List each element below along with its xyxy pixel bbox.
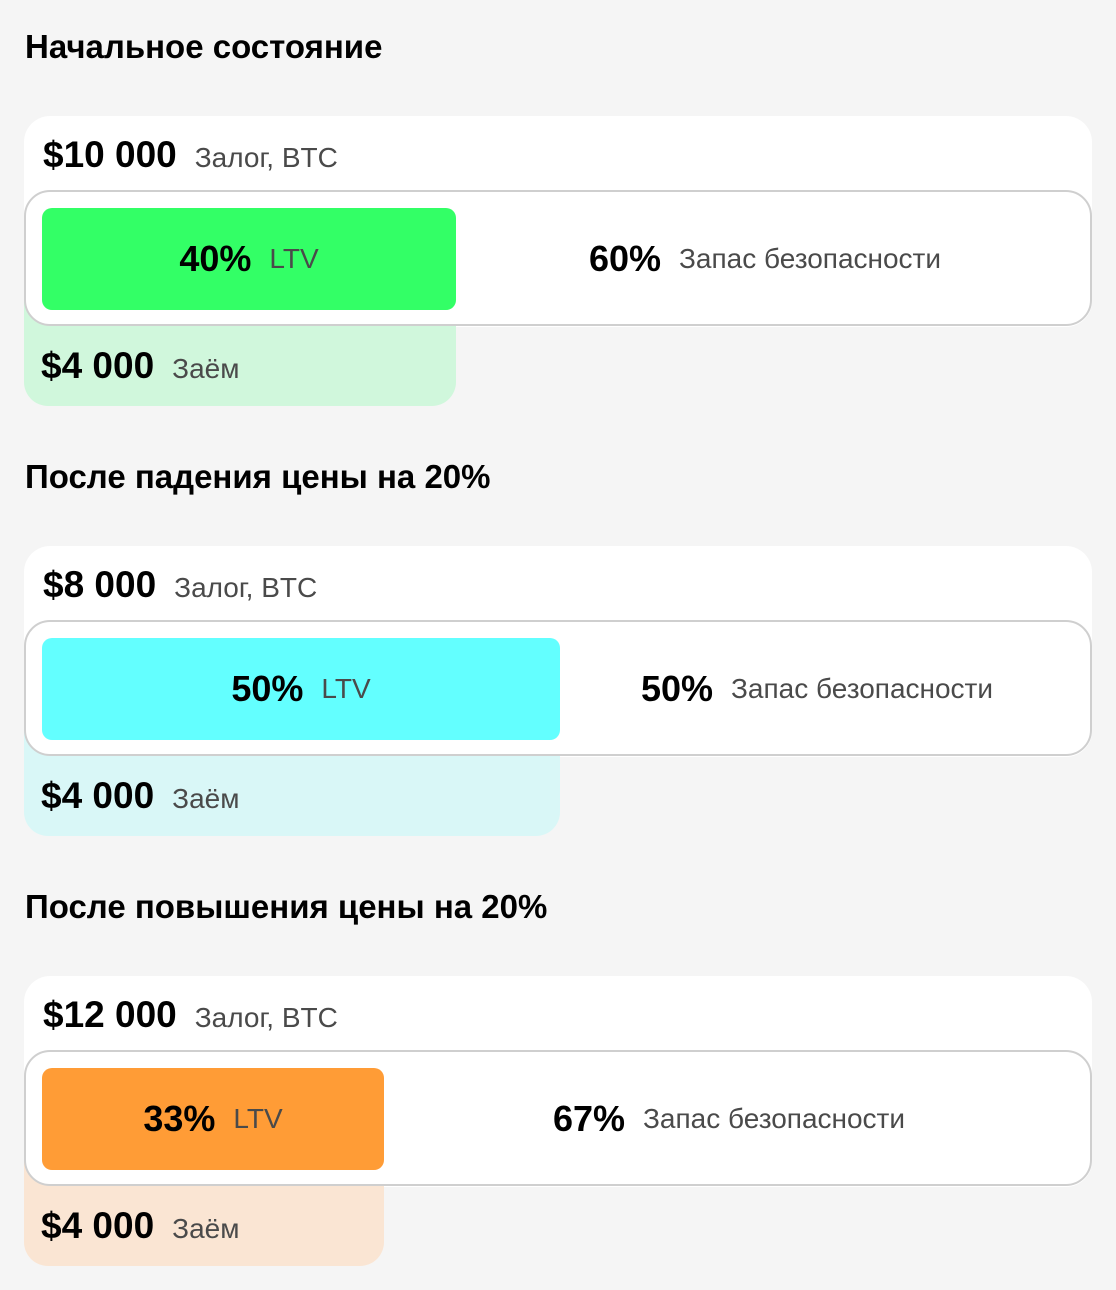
ltv-fill: 40% LTV (42, 208, 456, 310)
safety-margin: 67% Запас безопасности (384, 1068, 1074, 1170)
collateral-caption: Залог, BTC (194, 1002, 338, 1033)
scenario-card: $12 000 Залог, BTC $4 000 Заём 33% LTV 6… (24, 976, 1092, 1266)
safety-value: 60% (588, 238, 662, 279)
safety-value: 67% (552, 1098, 626, 1139)
collateral-caption: Залог, BTC (174, 572, 318, 603)
ltv-fill: 50% LTV (42, 638, 560, 740)
loan-label: $4 000 Заём (41, 345, 239, 387)
collateral-amount: $12 000 (43, 994, 177, 1035)
ltv-bar: 50% LTV 50% Запас безопасности (24, 620, 1092, 756)
ltv-caption: LTV (321, 673, 371, 704)
safety-caption: Запас безопасности (679, 243, 942, 274)
ltv-caption: LTV (269, 243, 319, 274)
scenario-card: $10 000 Залог, BTC $4 000 Заём 40% LTV 6… (24, 116, 1092, 406)
ltv-caption: LTV (233, 1103, 283, 1134)
loan-caption: Заём (172, 353, 240, 384)
collateral-caption: Залог, BTC (194, 142, 338, 173)
loan-label: $4 000 Заём (41, 1205, 239, 1247)
scenario-card: $8 000 Залог, BTC $4 000 Заём 50% LTV 50… (24, 546, 1092, 836)
section-title: Начальное состояние (25, 28, 383, 65)
loan-caption: Заём (172, 783, 240, 814)
safety-caption: Запас безопасности (643, 1103, 906, 1134)
ltv-value: 50% (231, 668, 304, 709)
ltv-value: 33% (143, 1098, 216, 1139)
loan-amount: $4 000 (41, 345, 155, 386)
safety-margin: 50% Запас безопасности (560, 638, 1074, 740)
section-title: После падения цены на 20% (25, 458, 491, 495)
loan-label: $4 000 Заём (41, 775, 239, 817)
loan-amount: $4 000 (41, 1205, 155, 1246)
loan-caption: Заём (172, 1213, 240, 1244)
safety-value: 50% (640, 668, 714, 709)
ltv-value: 40% (179, 238, 252, 279)
ltv-bar: 33% LTV 67% Запас безопасности (24, 1050, 1092, 1186)
collateral-amount: $8 000 (43, 564, 157, 605)
collateral-amount: $10 000 (43, 134, 177, 175)
collateral-label: $8 000 Залог, BTC (43, 564, 317, 606)
collateral-label: $10 000 Залог, BTC (43, 134, 338, 176)
section-title: После повышения цены на 20% (25, 888, 548, 925)
safety-margin: 60% Запас безопасности (456, 208, 1074, 310)
loan-amount: $4 000 (41, 775, 155, 816)
ltv-fill: 33% LTV (42, 1068, 384, 1170)
safety-caption: Запас безопасности (731, 673, 994, 704)
ltv-bar: 40% LTV 60% Запас безопасности (24, 190, 1092, 326)
collateral-label: $12 000 Залог, BTC (43, 994, 338, 1036)
